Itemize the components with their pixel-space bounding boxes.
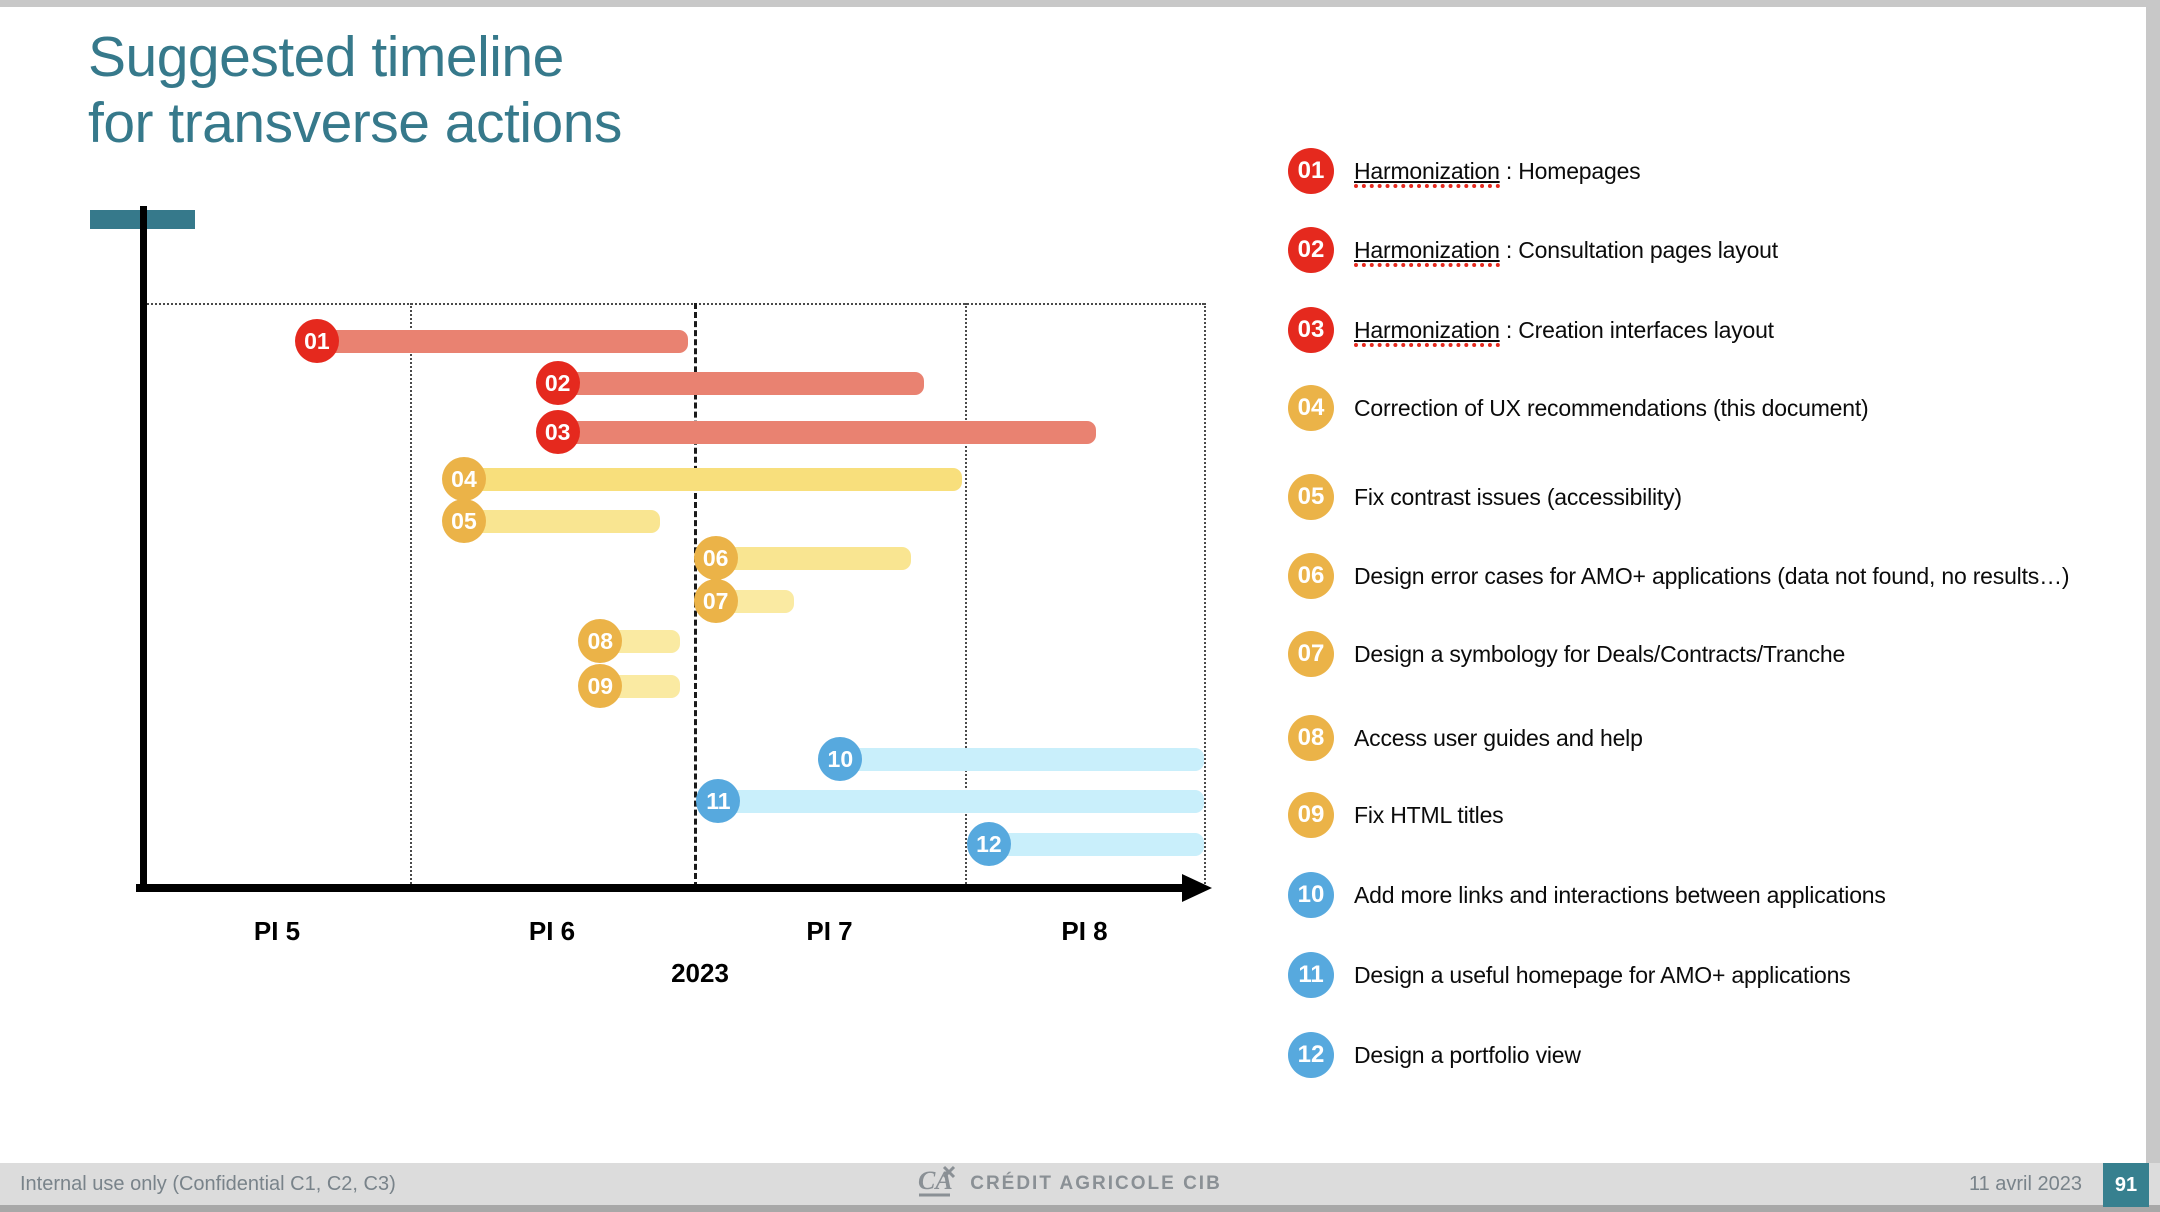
window-right-edge xyxy=(2146,7,2160,1163)
page-title: Suggested timeline for transverse action… xyxy=(88,24,622,156)
legend-badge-08: 08 xyxy=(1288,715,1334,761)
legend-item-03: 03 Harmonization : Creation interfaces la… xyxy=(1288,306,1774,354)
page-title-line2: for transverse actions xyxy=(88,91,622,156)
legend-item-08: 08 Access user guides and help xyxy=(1288,714,1643,762)
legend-badge-06: 06 xyxy=(1288,553,1334,599)
legend-item-12: 12 Design a portfolio view xyxy=(1288,1031,1581,1079)
page-number-badge: 91 xyxy=(2103,1163,2149,1207)
slide-background xyxy=(0,7,2146,1163)
title-accent-bar xyxy=(90,210,195,229)
legend-label-05: Fix contrast issues (accessibility) xyxy=(1354,483,1682,510)
legend-label-04: Correction of UX recommendations (this d… xyxy=(1354,394,1869,421)
page-title-line1: Suggested timeline xyxy=(88,25,564,89)
credit-agricole-logo: CA xyxy=(918,1165,960,1204)
legend-badge-02: 02 xyxy=(1288,227,1334,273)
legend-badge-09: 09 xyxy=(1288,792,1334,838)
legend-badge-01: 01 xyxy=(1288,148,1334,194)
legend-item-10: 10 Add more links and interactions betwee… xyxy=(1288,871,1886,919)
footer-brand: CA CRÉDIT AGRICOLE CIB xyxy=(918,1163,1220,1205)
legend-item-05: 05 Fix contrast issues (accessibility) xyxy=(1288,473,1682,521)
legend-badge-05: 05 xyxy=(1288,474,1334,520)
legend-label-01: Harmonization : Homepages xyxy=(1354,157,1641,188)
legend-item-01: 01 Harmonization : Homepages xyxy=(1288,147,1641,195)
footer-date: 11 avril 2023 xyxy=(1968,1172,2082,1195)
legend-badge-10: 10 xyxy=(1288,872,1334,918)
legend-label-08: Access user guides and help xyxy=(1354,724,1643,751)
legend-label-03: Harmonization : Creation interfaces layo… xyxy=(1354,316,1774,347)
legend-item-02: 02 Harmonization : Consultation pages lay… xyxy=(1288,226,1778,274)
confidentiality-label: Internal use only (Confidential C1, C2, … xyxy=(20,1172,396,1195)
legend-item-07: 07 Design a symbology for Deals/Contracts… xyxy=(1288,630,1845,678)
legend-badge-03: 03 xyxy=(1288,307,1334,353)
legend-item-04: 04 Correction of UX recommendations (this… xyxy=(1288,384,1869,432)
footer-band xyxy=(0,1163,2160,1205)
legend-badge-07: 07 xyxy=(1288,631,1334,677)
legend-label-09: Fix HTML titles xyxy=(1354,801,1504,828)
legend-label-07: Design a symbology for Deals/Contracts/T… xyxy=(1354,640,1846,667)
legend-label-12: Design a portfolio view xyxy=(1354,1041,1581,1068)
legend-badge-04: 04 xyxy=(1288,385,1334,431)
legend-label-02: Harmonization : Consultation pages layou… xyxy=(1354,236,1778,267)
legend-badge-11: 11 xyxy=(1288,952,1334,998)
legend-label-10: Add more links and interactions between … xyxy=(1354,881,1886,908)
legend-label-11: Design a useful homepage for AMO+ applic… xyxy=(1354,961,1851,988)
legend-item-09: 09 Fix HTML titles xyxy=(1288,791,1504,839)
legend-item-06: 06 Design error cases for AMO+ applicatio… xyxy=(1288,552,2070,600)
legend-badge-12: 12 xyxy=(1288,1032,1334,1078)
footer-bottom-strip xyxy=(0,1205,2160,1212)
legend-label-06: Design error cases for AMO+ applications… xyxy=(1354,562,2070,589)
footer-brand-text: CRÉDIT AGRICOLE CIB xyxy=(970,1173,1222,1194)
legend-item-11: 11 Design a useful homepage for AMO+ appl… xyxy=(1288,951,1851,999)
